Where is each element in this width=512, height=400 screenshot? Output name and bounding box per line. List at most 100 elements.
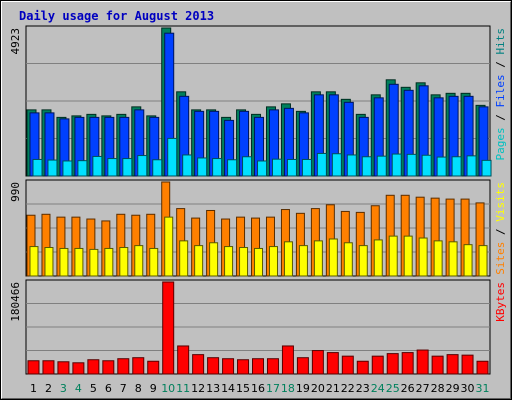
bar-kbytes-day-27 [416,349,429,375]
bar-pages-day-15 [242,156,253,177]
bar-kbytes-day-24 [371,355,384,375]
bar-pages-day-14 [227,159,238,177]
x-tick-label-day-15: 15 [236,382,250,395]
bar-sites-day-19 [298,245,308,277]
bar-kbytes-day-4 [72,362,85,375]
bar-kbytes-day-1 [27,360,40,375]
bar-pages-day-25 [391,153,402,177]
chart-panels: 4923 Pages / Files / Hits 990 Sites / Visit… [9,25,507,375]
bar-kbytes-day-20 [311,350,324,375]
bar-pages-day-2 [47,159,58,177]
legend-sites-visits: Sites / Visits [494,182,507,275]
bar-sites-day-16 [254,247,264,277]
x-tick-label-day-12: 12 [191,382,205,395]
bar-pages-day-11 [182,154,193,177]
x-tick-label-day-4: 4 [75,382,82,395]
legend-item-visits: Visits [494,182,507,222]
bar-kbytes-day-15 [237,359,250,375]
panel-pages-files-hits: 4923 Pages / Files / Hits [9,25,507,177]
x-tick-label-day-31: 31 [476,382,490,395]
bar-kbytes-day-3 [57,361,70,375]
x-tick-label-day-20: 20 [311,382,325,395]
bar-sites-day-15 [239,247,249,277]
bar-pages-day-8 [137,155,148,177]
x-tick-label-day-19: 19 [296,382,310,395]
series-kbytes [27,281,489,375]
legend-item-pages: Pages [494,127,507,160]
x-tick-label-day-21: 21 [326,382,340,395]
bar-sites-day-22 [343,242,353,277]
bar-sites-day-23 [358,245,368,277]
bar-kbytes-day-7 [117,358,130,375]
bar-kbytes-day-10 [162,281,175,375]
chart-title: Daily usage for August 2013 [19,9,214,23]
bar-pages-day-13 [212,158,223,177]
bar-kbytes-day-26 [401,352,414,375]
x-axis-labels: 1 2 3 4 5 6 7 8 9 10 11 12 13 14 15 16 17 18 19 20 21 22 23 24 2… [30,382,490,395]
bar-pages-day-1 [32,158,43,177]
bar-sites-day-31 [478,245,488,277]
bar-sites-day-14 [224,246,234,277]
bar-sites-day-8 [134,245,144,277]
bar-pages-day-4 [77,160,88,177]
bar-sites-day-7 [119,247,129,277]
x-tick-label-day-1: 1 [30,382,37,395]
series-pages [32,137,492,177]
bar-pages-day-3 [62,160,73,177]
bar-pages-day-5 [92,155,103,177]
x-tick-label-day-2: 2 [45,382,52,395]
bar-kbytes-day-25 [386,353,399,375]
bar-pages-day-22 [346,154,357,177]
bar-pages-day-24 [376,155,387,177]
x-tick-label-day-3: 3 [60,382,67,395]
bar-kbytes-day-17 [266,358,279,375]
bar-pages-day-27 [421,154,432,177]
bar-pages-day-30 [466,155,477,177]
legend-item-kbytes: KBytes [494,282,507,322]
bar-pages-day-18 [286,158,297,177]
bar-kbytes-day-16 [252,358,264,375]
bar-kbytes-day-2 [42,360,55,375]
bar-pages-day-16 [257,160,268,177]
x-tick-label-day-5: 5 [90,382,97,395]
bar-kbytes-day-31 [476,360,489,375]
y-max-label-sites-visits: 990 [9,182,22,202]
bar-pages-day-6 [107,158,118,177]
bar-sites-day-4 [74,247,84,277]
bar-pages-day-20 [316,152,327,177]
bar-sites-day-13 [209,242,219,277]
x-tick-label-day-14: 14 [221,382,235,395]
bar-sites-day-12 [194,245,204,277]
bar-kbytes-day-13 [207,357,220,375]
bar-sites-day-20 [313,240,323,277]
bar-pages-day-9 [152,159,163,177]
series-sites [29,216,488,277]
bar-kbytes-day-9 [147,360,160,375]
bar-kbytes-day-29 [446,354,459,375]
bar-sites-day-10 [164,216,174,277]
legend-item-hits: Hits [494,28,507,55]
bar-sites-day-18 [283,241,293,277]
x-tick-label-day-8: 8 [135,382,142,395]
bar-kbytes-day-11 [177,345,190,375]
x-tick-label-day-11: 11 [176,382,190,395]
bar-kbytes-day-18 [281,345,294,375]
x-tick-label-day-7: 7 [120,382,127,395]
x-tick-label-day-9: 9 [150,382,157,395]
legend-kbytes: KBytes [494,282,507,322]
x-tick-label-day-22: 22 [341,382,355,395]
bar-sites-day-6 [104,247,114,277]
bar-pages-day-28 [436,156,447,177]
x-tick-label-day-18: 18 [281,382,295,395]
legend-item-sites: Sites [494,242,507,275]
bar-sites-day-29 [448,241,458,277]
bar-pages-day-21 [331,153,342,177]
series-files [29,32,489,177]
bar-pages-day-23 [361,156,372,177]
bar-kbytes-day-30 [461,354,474,375]
bar-pages-day-31 [481,159,492,177]
bar-sites-day-27 [418,237,428,277]
x-tick-label-day-10: 10 [161,382,175,395]
legend-item-files: Files [494,74,507,107]
